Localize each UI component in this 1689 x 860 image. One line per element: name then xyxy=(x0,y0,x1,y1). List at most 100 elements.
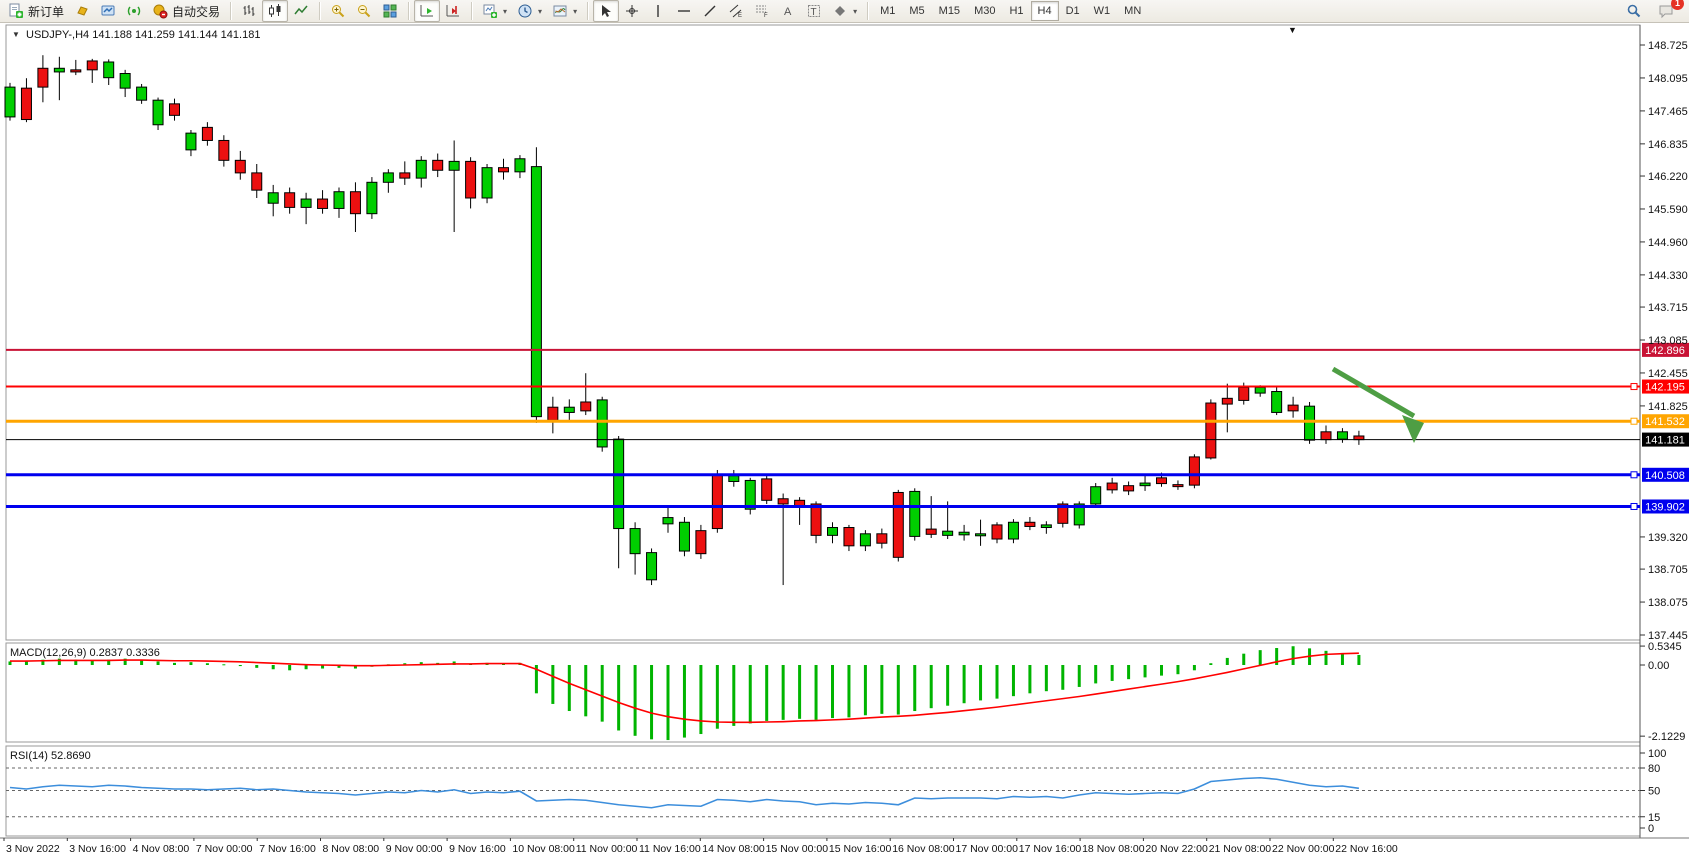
bar-chart-button[interactable] xyxy=(236,0,262,22)
terminal-button[interactable] xyxy=(95,0,121,22)
templates-button[interactable]: ▾ xyxy=(547,0,582,22)
timeframe-H1[interactable]: H1 xyxy=(1009,5,1024,17)
hline-price-box xyxy=(1642,379,1689,394)
macd-histogram-bar xyxy=(781,665,785,720)
candle-body xyxy=(1007,521,1019,540)
collapse-triangle-icon[interactable]: ▼ xyxy=(12,30,20,39)
cursor-button[interactable] xyxy=(593,0,620,22)
chart-shift-icon xyxy=(445,3,461,19)
price-tick-label: 146.220 xyxy=(1648,171,1688,183)
new-chart-icon xyxy=(482,3,498,19)
trend-arrow-annotation[interactable] xyxy=(1331,366,1424,443)
hline-handle[interactable] xyxy=(1630,417,1638,425)
chart-window[interactable]: 142.896 142.195 141.532 141.181 140.508 139.9… xyxy=(0,23,1689,860)
text-label-icon: T xyxy=(806,3,822,19)
fibonacci-button[interactable]: F xyxy=(749,0,775,22)
time-tick-label: 9 Nov 16:00 xyxy=(449,843,506,855)
macd-histogram-bar xyxy=(1209,663,1213,665)
candle-body xyxy=(827,527,838,536)
search-icon xyxy=(1626,3,1642,19)
hline-price-label: 142.195 xyxy=(1645,382,1685,394)
candle-body xyxy=(498,167,509,173)
autotrade-button[interactable]: 自动交易 xyxy=(147,0,225,22)
search-button[interactable] xyxy=(1621,0,1647,22)
horizontal-line-button[interactable] xyxy=(671,0,697,22)
new-order-button[interactable]: 新订单 xyxy=(3,0,69,22)
time-tick-label: 11 Nov 16:00 xyxy=(639,843,701,855)
chart-title: ▼ USDJPY-,H4 141.188 141.259 141.144 141.… xyxy=(12,29,260,41)
timeframe-M15[interactable]: M15 xyxy=(938,5,961,17)
price-hline[interactable]: 141.181 xyxy=(6,432,1689,447)
candle-body xyxy=(169,103,180,116)
toolbar-separator xyxy=(230,2,232,20)
time-axis[interactable]: 3 Nov 2022 3 Nov 16:00 4 Nov 08:00 7 Nov 00… xyxy=(0,837,1689,855)
candlestick-button[interactable] xyxy=(262,0,289,22)
macd-histogram-bar xyxy=(896,665,900,715)
arrow-line[interactable] xyxy=(1331,366,1416,419)
toolbar-separator xyxy=(408,2,410,20)
price-tick-label: 147.465 xyxy=(1648,106,1688,118)
macd-pane[interactable] xyxy=(5,642,1641,743)
equidistant-channel-button[interactable]: E xyxy=(723,0,749,22)
macd-histogram-bar xyxy=(1324,650,1328,665)
candle-body xyxy=(1221,397,1233,405)
macd-histogram-bar xyxy=(584,665,588,717)
chart-canvas[interactable]: 142.896 142.195 141.532 141.181 140.508 139.9… xyxy=(0,23,1689,860)
zoom-out-button[interactable] xyxy=(351,0,377,22)
text-label-button[interactable]: T xyxy=(801,0,827,22)
price-hline[interactable]: 140.508 xyxy=(6,467,1689,482)
macd-label: MACD(12,26,9) 0.2837 0.3336 xyxy=(10,647,160,659)
notification-badge[interactable]: 1 xyxy=(1671,0,1684,10)
timeframe-D1[interactable]: D1 xyxy=(1065,5,1080,17)
arrow-head[interactable] xyxy=(1402,415,1424,443)
hline-handle[interactable] xyxy=(1630,383,1638,391)
line-chart-button[interactable] xyxy=(288,0,314,22)
hline-handle[interactable] xyxy=(1630,471,1638,479)
macd-histogram-bar xyxy=(1028,665,1032,694)
price-hline[interactable]: 139.902 xyxy=(6,499,1689,514)
candles xyxy=(4,55,1365,586)
trendline-button[interactable] xyxy=(697,0,723,22)
new-chart-button[interactable]: ▾ xyxy=(477,0,512,22)
text-button[interactable]: A xyxy=(775,0,801,22)
crosshair-button[interactable] xyxy=(619,0,645,22)
rsi-indicator: RSI(14) 52.8690 100 80 50 150 xyxy=(6,748,1666,835)
arrows-button[interactable]: ▾ xyxy=(827,0,862,22)
candle-body xyxy=(1040,524,1052,529)
chart-end-marker-icon[interactable]: ▼ xyxy=(1288,25,1297,35)
hline-handle[interactable] xyxy=(1630,502,1638,510)
macd-histogram-bar xyxy=(156,661,160,665)
vertical-line-button[interactable] xyxy=(645,0,671,22)
timeframe-MN[interactable]: MN xyxy=(1124,5,1142,17)
timeframe-H4[interactable]: H4 xyxy=(1030,1,1059,21)
macd-axis-label: -2.1229 xyxy=(1648,731,1685,743)
toolbar-separator xyxy=(319,2,321,20)
hline-price-box xyxy=(1642,467,1689,482)
timeframe-W1[interactable]: W1 xyxy=(1093,5,1111,17)
macd-histogram-bar xyxy=(650,665,654,740)
gold-icon xyxy=(74,3,90,19)
price-hline[interactable]: 142.896 xyxy=(6,342,1689,357)
chart-shift-button[interactable] xyxy=(440,0,466,22)
equidistant-channel-icon: E xyxy=(728,3,744,19)
tile-windows-button[interactable] xyxy=(377,0,403,22)
auto-scroll-button[interactable] xyxy=(414,0,441,22)
profiles-button[interactable]: ▾ xyxy=(512,0,547,22)
price-hline[interactable]: 141.532 xyxy=(6,414,1689,429)
candle-body xyxy=(251,172,263,191)
candle-body xyxy=(152,99,164,126)
signals-button[interactable] xyxy=(121,0,147,22)
timeframe-M30[interactable]: M30 xyxy=(974,5,996,17)
zoom-in-button[interactable] xyxy=(325,0,351,22)
candle-body xyxy=(728,475,740,482)
templates-icon xyxy=(552,3,568,19)
candle-body xyxy=(333,191,345,209)
macd-histogram-bar xyxy=(979,665,983,701)
price-tick-label: 143.085 xyxy=(1648,335,1688,347)
gold-button[interactable] xyxy=(69,0,95,22)
chat-button[interactable]: 1 xyxy=(1653,0,1684,22)
macd-indicator: MACD(12,26,9) 0.2837 0.3336 0.5345 0.00 -2.… xyxy=(8,641,1685,743)
timeframe-M5[interactable]: M5 xyxy=(909,5,925,17)
timeframe-M1[interactable]: M1 xyxy=(880,5,896,17)
main-pane[interactable] xyxy=(5,24,1641,641)
